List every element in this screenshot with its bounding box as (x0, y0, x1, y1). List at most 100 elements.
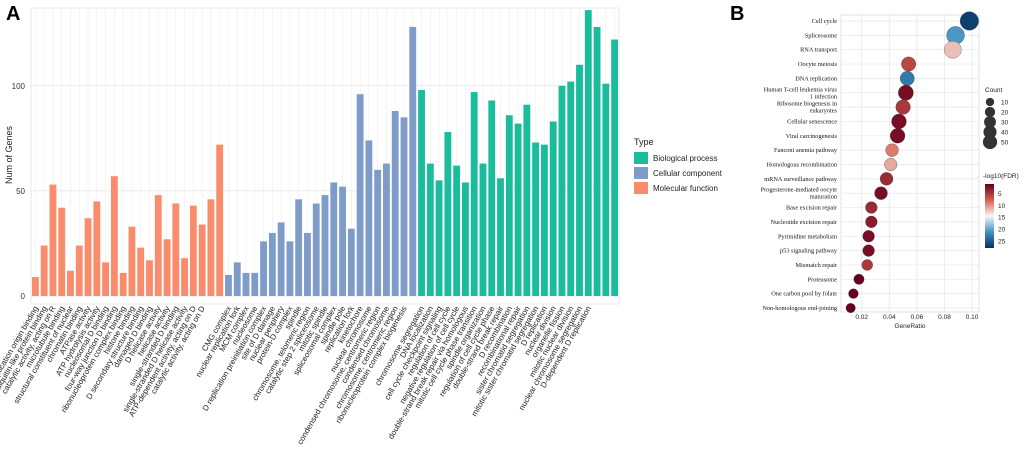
dot-ribosome-biogenesis-in-eukaryotes (895, 99, 911, 115)
dot-series (845, 11, 979, 313)
pathway-label-mrna-surveillance-pathway: mRNA surveillance pathway (764, 176, 838, 183)
bar-biological-process-0 (418, 89, 425, 296)
bar-cellular-component-14 (347, 228, 355, 296)
bar-molecular-function-19 (198, 224, 206, 296)
fdr-colorbar (985, 184, 994, 248)
bar-molecular-function-17 (181, 258, 189, 296)
bar-biological-process-14 (540, 144, 548, 296)
pathway-label-nucleotide-excision-repair: Nucleotide excision repair (771, 219, 838, 226)
bar-biological-process-5 (461, 182, 469, 296)
dot-cellular-senescence (891, 113, 907, 130)
bar-cellular-component-21 (409, 26, 417, 296)
pathway-label-homologous-recombination: Homologous recombination (767, 162, 838, 169)
dot-x-ticks: 0.02 0.04 0.06 0.08 0.10 (855, 314, 978, 321)
dot-mrna-surveillance-pathway (879, 172, 894, 186)
count-legend-dot (985, 97, 995, 107)
dot-dna-replication (899, 71, 915, 86)
dot-plot-panel: Cell cycle Spliceosome RNA transport Oocyte… (761, 11, 1019, 330)
pathway-label-viral-carcinogenesis: Viral carcinogenesis (786, 133, 838, 140)
dot-x-tick-label: 0.04 (883, 314, 896, 321)
y-tick-label: 0 (21, 292, 26, 301)
dot-homologous-recombination (884, 158, 898, 171)
dot-non-homologous-end-joining (845, 303, 856, 313)
bar-biological-process-11 (514, 123, 522, 296)
y-tick-label: 50 (16, 187, 25, 196)
panel-a-label: A (6, 3, 20, 25)
dot-rna-transport (944, 40, 962, 59)
bar-cellular-component-19 (391, 111, 399, 297)
bar-molecular-function-11 (128, 226, 136, 296)
bar-molecular-function-3 (58, 207, 66, 296)
y-tick-label: 100 (12, 82, 26, 91)
dot-nucleotide-excision-repair (865, 215, 878, 228)
pathway-labels: Cell cycle Spliceosome RNA transport Oocyte… (761, 18, 838, 312)
bar-x-ticks: D replication origin bindingubiquitin-li… (0, 304, 593, 446)
dot-x-tick-label: 0.02 (855, 314, 868, 321)
bar-biological-process-12 (523, 104, 531, 296)
dot-cell-cycle (959, 11, 979, 31)
count-legend-dot (984, 106, 996, 118)
bar-molecular-function-0 (31, 277, 39, 296)
bar-cellular-component-2 (242, 272, 250, 296)
pathway-label-fanconi-anemia-pathway: Fanconi anemia pathway (774, 147, 838, 154)
fdr-legend-label: 5 (998, 191, 1002, 198)
bar-molecular-function-9 (110, 176, 118, 296)
bar-biological-process-9 (497, 178, 504, 296)
pathway-label-proteasome: Proteasome (808, 276, 838, 283)
bar-molecular-function-21 (216, 144, 224, 296)
bar-molecular-function-15 (163, 239, 171, 296)
pathway-label-p53-signaling-pathway: p53 signaling pathway (780, 248, 838, 255)
pathway-label-one-carbon-pool-by-folate: One carbon pool by folate (771, 291, 837, 298)
bar-biological-process-17 (567, 81, 575, 296)
bar-biological-process-21 (602, 83, 610, 296)
fdr-legend-label: 15 (998, 215, 1006, 222)
count-legend-dot (982, 134, 998, 150)
bar-cellular-component-18 (383, 163, 390, 296)
fdr-legend-label: 25 (998, 238, 1006, 245)
bar-y-ticks: 0 50 100 (12, 82, 26, 301)
pathway-label-ribosome-biogenesis-in-eukaryotes: Ribosome biogenesis in eukaryotes (777, 101, 838, 115)
dot-viral-carcinogenesis (890, 128, 906, 144)
bar-molecular-function-5 (75, 245, 83, 296)
bar-biological-process-8 (488, 100, 496, 296)
dot-x-tick-label: 0.10 (966, 314, 979, 321)
bar-biological-process-20 (593, 26, 601, 296)
bar-cellular-component-12 (330, 182, 338, 296)
bar-cellular-component-6 (277, 222, 285, 296)
bar-biological-process-16 (558, 85, 566, 296)
pathway-label-pyrimidine-metabolism: Pyrimidine metabolism (778, 233, 837, 240)
pathway-label-oocyte-meiosis: Oocyte meiosis (798, 61, 838, 68)
bar-series (31, 10, 619, 297)
count-legend: Count 10 20 30 40 50 (982, 87, 1009, 150)
pathway-label-human-t-cell-leukemia-virus-1-infection: Human T-cell leukemia virus 1 infection (764, 86, 838, 100)
bar-chart-panel: 0 50 100 D replication origin bindingubiqu… (0, 7, 723, 446)
legend-swatch-biological-process (634, 152, 648, 164)
bar-molecular-function-13 (146, 260, 153, 296)
bar-biological-process-18 (576, 64, 583, 296)
bar-molecular-function-1 (40, 245, 48, 296)
bar-y-axis-title: Num of Genes (4, 125, 14, 184)
dot-base-excision-repair (865, 201, 878, 214)
bar-biological-process-3 (444, 132, 452, 296)
bar-molecular-function-4 (67, 270, 74, 296)
bar-biological-process-13 (532, 142, 540, 296)
fdr-legend-title: -log10(FDR) (983, 173, 1019, 180)
dot-mismatch-repair (861, 259, 873, 271)
bar-biological-process-22 (611, 39, 619, 297)
legend-label-cellular-component: Cellular component (653, 169, 723, 178)
legend-label-molecular-function: Molecular function (653, 184, 718, 193)
dot-one-carbon-pool-by-folate (848, 288, 859, 299)
pathway-label-rna-transport: RNA transport (800, 47, 837, 54)
legend-label-biological-process: Biological process (653, 154, 717, 163)
count-legend-label: 20 (1001, 110, 1009, 117)
count-legend-label: 30 (1001, 120, 1009, 127)
fdr-legend: -log10(FDR) 5 10 15 20 25 (983, 173, 1019, 248)
pathway-label-base-excision-repair: Base excision repair (786, 205, 838, 212)
count-legend-label: 10 (1001, 100, 1009, 107)
bar-cellular-component-3 (251, 272, 259, 296)
bar-cellular-component-5 (268, 232, 276, 296)
dot-human-t-cell-leukemia-virus-1-infection (898, 85, 914, 101)
bar-cellular-component-17 (374, 169, 382, 296)
pathway-label-spliceosome: Spliceosome (805, 32, 837, 39)
